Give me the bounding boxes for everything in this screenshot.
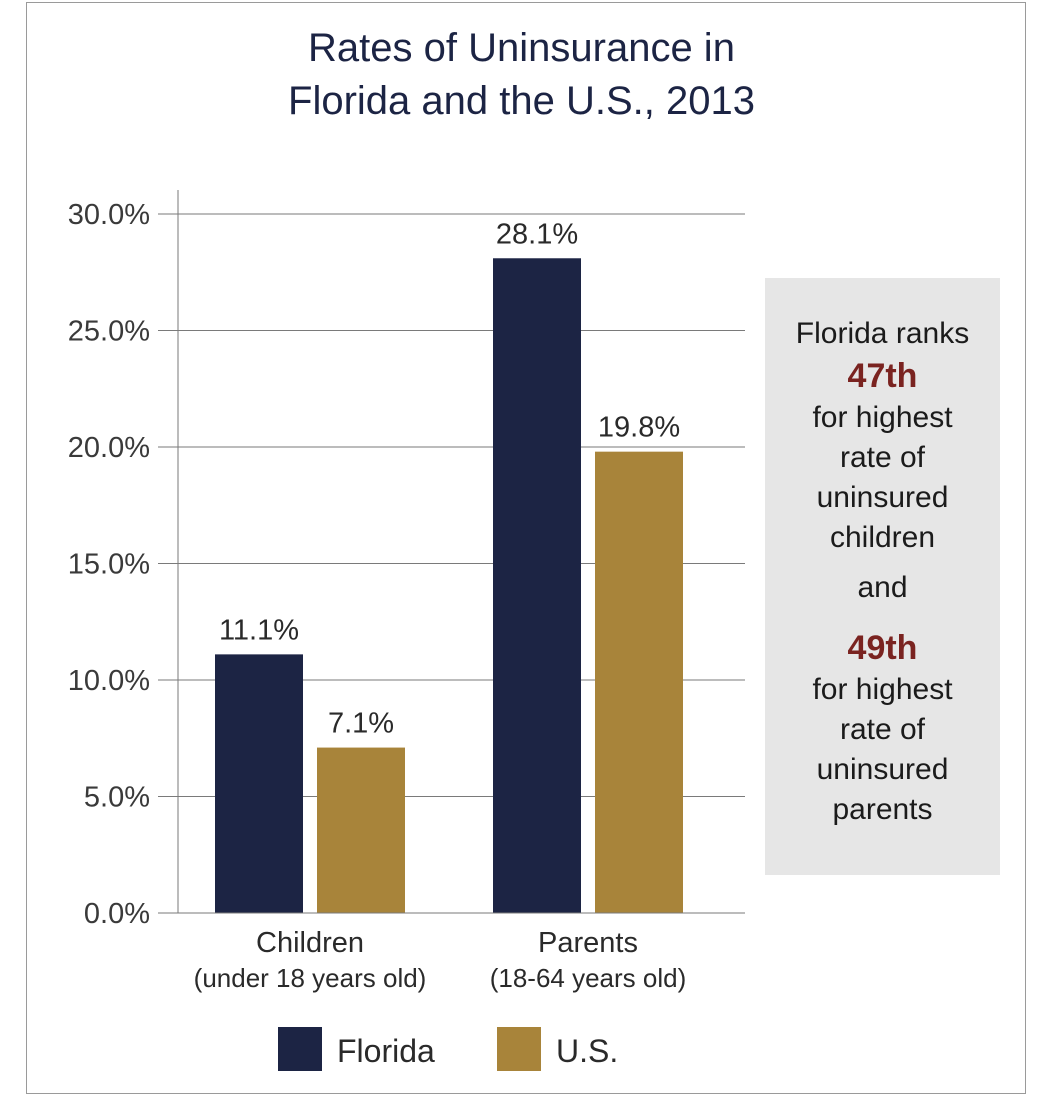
- data-label: 28.1%: [496, 218, 578, 250]
- callout-desc-children-4: children: [829, 521, 936, 554]
- data-label: 19.8%: [598, 412, 680, 444]
- legend-swatch-us: [497, 1027, 541, 1071]
- callout-desc-parents-4: parents: [832, 793, 933, 826]
- data-label: 7.1%: [328, 708, 394, 740]
- bar-us-children: [317, 747, 405, 913]
- bar-us-parents: [595, 451, 683, 913]
- y-tick-label: 10.0%: [68, 665, 150, 697]
- x-tick-sublabel: (under 18 years old): [194, 963, 427, 993]
- y-tick-label: 30.0%: [68, 199, 150, 231]
- x-tick-label: Parents: [538, 927, 638, 959]
- legend-swatch-florida: [278, 1027, 322, 1071]
- callout-desc-parents-1: for highest: [812, 673, 953, 706]
- y-tick-label: 0.0%: [84, 898, 150, 930]
- y-tick-label: 20.0%: [68, 432, 150, 464]
- callout-rank-children: 47th: [847, 357, 918, 395]
- x-tick-label: Children: [256, 927, 364, 959]
- ranking-callout: Florida ranks 47th for highest rate of u…: [765, 278, 1000, 875]
- callout-desc-parents-3: uninsured: [816, 753, 949, 786]
- chart-title-line-2: Florida and the U.S., 2013: [288, 79, 755, 123]
- callout-desc-children-1: for highest: [812, 401, 953, 434]
- chart-title: Rates of Uninsurance in Florida and the …: [0, 22, 1043, 128]
- callout-intro: Florida ranks: [795, 317, 970, 350]
- bar-florida-children: [215, 654, 303, 913]
- bar-florida-parents: [493, 258, 581, 913]
- callout-connector: and: [857, 571, 908, 604]
- legend-label: Florida: [337, 1033, 435, 1069]
- y-tick-label: 5.0%: [84, 782, 150, 814]
- callout-desc-parents-2: rate of: [839, 713, 926, 746]
- y-tick-label: 25.0%: [68, 316, 150, 348]
- callout-desc-children-2: rate of: [839, 441, 926, 474]
- y-tick-label: 15.0%: [68, 549, 150, 581]
- callout-rank-parents: 49th: [847, 629, 918, 667]
- data-label: 11.1%: [219, 614, 299, 646]
- x-tick-sublabel: (18-64 years old): [490, 963, 687, 993]
- callout-desc-children-3: uninsured: [816, 481, 949, 514]
- legend-label: U.S.: [556, 1033, 618, 1069]
- chart-title-line-1: Rates of Uninsurance in: [308, 26, 735, 70]
